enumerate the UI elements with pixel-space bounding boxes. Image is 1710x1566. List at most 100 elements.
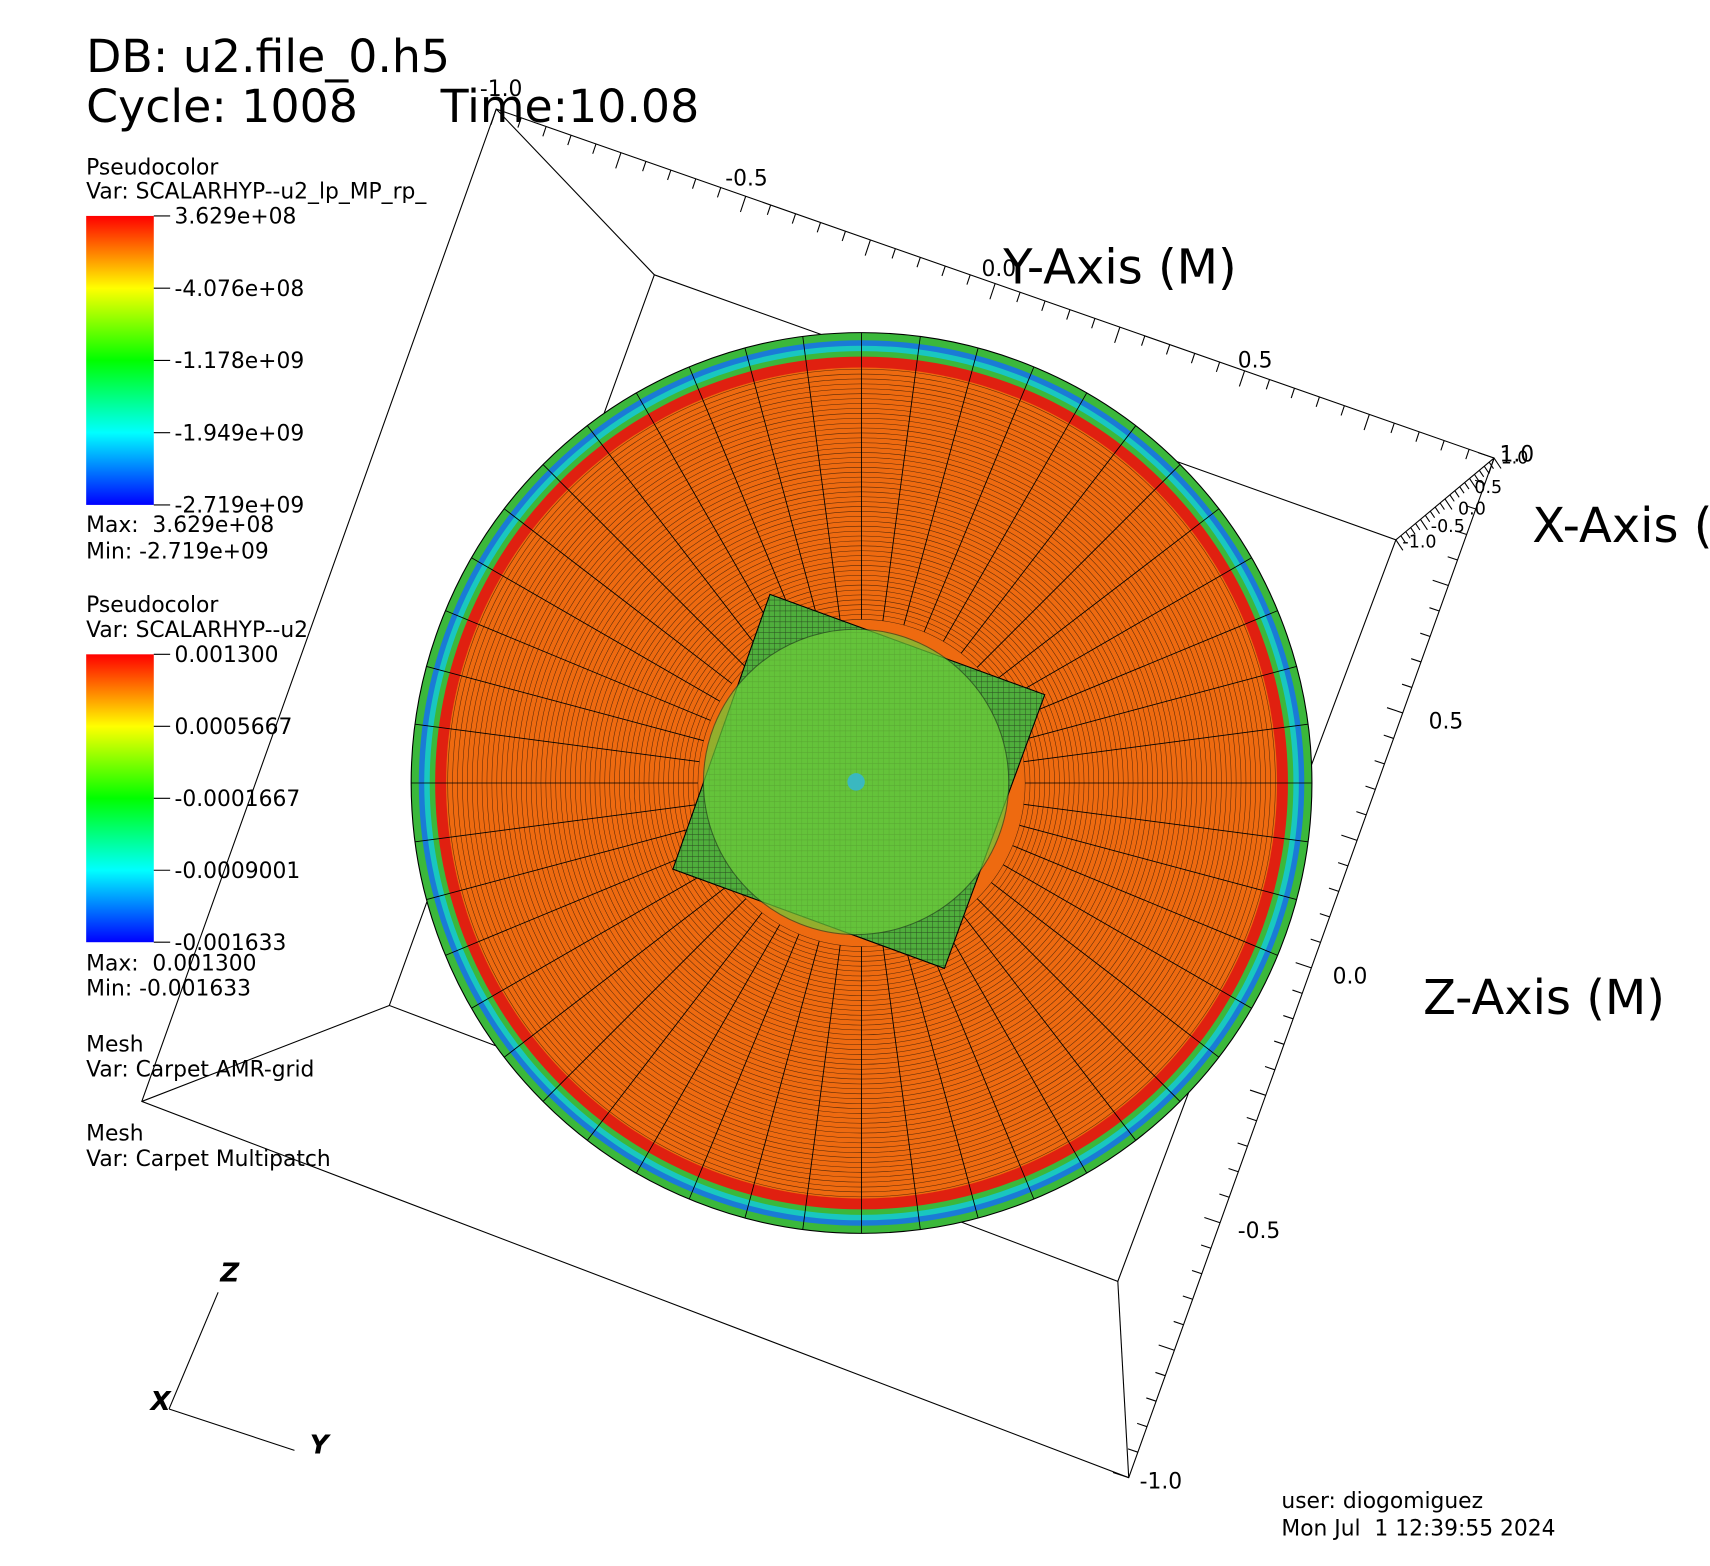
axis-tick bbox=[1315, 396, 1320, 407]
axis-tick bbox=[1112, 1471, 1129, 1479]
axis-tick bbox=[1439, 502, 1445, 510]
axis-tick bbox=[1419, 519, 1428, 531]
axis-tick bbox=[1432, 579, 1449, 586]
axis-tick bbox=[1215, 361, 1221, 373]
colorbar-tick-label: 0.0005667 bbox=[175, 715, 293, 740]
axis-tick bbox=[1264, 1066, 1276, 1071]
colorbar bbox=[86, 215, 154, 505]
axis-tick bbox=[1383, 734, 1394, 739]
axis-tick bbox=[1273, 1040, 1285, 1045]
axis-tick bbox=[1488, 461, 1494, 469]
spoke bbox=[503, 508, 733, 684]
spoke bbox=[942, 924, 1088, 1174]
scene bbox=[141, 108, 1495, 1479]
axis-tick bbox=[1190, 353, 1196, 364]
axis-tick bbox=[716, 187, 722, 198]
axis-tick bbox=[1091, 318, 1096, 329]
axis-tick bbox=[1328, 887, 1339, 892]
axis-tick bbox=[1415, 523, 1421, 531]
db-title: DB: u2.file_0.h5 bbox=[86, 29, 450, 83]
axis-tick bbox=[1474, 479, 1486, 485]
spoke bbox=[744, 347, 820, 626]
axis-tick bbox=[1444, 498, 1453, 510]
axis-tick bbox=[1016, 292, 1021, 303]
box-edge bbox=[495, 108, 655, 276]
center-spot bbox=[847, 773, 865, 791]
spoke bbox=[744, 940, 820, 1219]
spoke bbox=[503, 882, 733, 1058]
axis-tick bbox=[1465, 449, 1470, 460]
spoke bbox=[991, 882, 1220, 1058]
legend-plot: Pseudocolor bbox=[86, 593, 218, 618]
spoke bbox=[414, 723, 700, 763]
axis-tick bbox=[1365, 785, 1376, 790]
x-tick-label: 1.0 bbox=[1501, 448, 1529, 468]
axis-tick bbox=[592, 143, 597, 154]
z-tick-label: -0.5 bbox=[1238, 1219, 1281, 1244]
spoke bbox=[542, 464, 747, 668]
axis-tick bbox=[989, 283, 996, 300]
axis-tick bbox=[1165, 344, 1171, 355]
axis-tick bbox=[1456, 530, 1467, 536]
mesh-var: Var: Carpet AMR-grid bbox=[86, 1057, 314, 1082]
axis-tick bbox=[841, 231, 846, 242]
axis-tick bbox=[1469, 478, 1477, 490]
axis-tick bbox=[1341, 834, 1358, 841]
axis-tick bbox=[1459, 486, 1465, 494]
y-tick-label: 0.5 bbox=[1238, 349, 1273, 374]
x-axis-title: X-Axis ( bbox=[1532, 498, 1710, 554]
spoke bbox=[1002, 557, 1252, 702]
legend-var: Var: SCALARHYP--u2 bbox=[86, 618, 308, 643]
colorbar-tick-label: -1.949e+09 bbox=[175, 421, 305, 446]
box-edge bbox=[141, 1004, 390, 1102]
legend-min: Min: -0.001633 bbox=[86, 977, 251, 1002]
mesh-plot: Mesh bbox=[86, 1122, 143, 1147]
spoke bbox=[976, 464, 1181, 668]
x-tick-label: -0.5 bbox=[1431, 517, 1465, 537]
triad-label: X bbox=[149, 1387, 173, 1417]
axis-tick bbox=[1340, 405, 1345, 416]
spoke bbox=[903, 940, 979, 1219]
spoke bbox=[882, 336, 921, 621]
axis-tick bbox=[1424, 514, 1431, 523]
mesh-plot: Mesh bbox=[86, 1032, 143, 1057]
axis-tick bbox=[816, 222, 822, 233]
axis-tick bbox=[691, 178, 697, 189]
axis-tick bbox=[1465, 505, 1476, 510]
axis-tick bbox=[1066, 309, 1071, 320]
axis-tick bbox=[1390, 422, 1395, 434]
spoke bbox=[923, 933, 1035, 1200]
spoke bbox=[445, 845, 711, 956]
spoke bbox=[942, 392, 1088, 642]
spoke bbox=[426, 824, 704, 900]
y-tick-label: 1.0 bbox=[1500, 442, 1535, 467]
axis-tick bbox=[739, 196, 747, 213]
axis-tick bbox=[1478, 469, 1485, 478]
spoke bbox=[414, 803, 700, 843]
legend-plot: Pseudocolor bbox=[86, 155, 218, 180]
axis-tick bbox=[1228, 1167, 1239, 1173]
axis-tick bbox=[667, 169, 672, 181]
spoke bbox=[960, 425, 1137, 654]
axis-tick bbox=[1200, 1244, 1212, 1249]
axis-tick bbox=[1310, 938, 1321, 943]
colorbar-tick-label: -0.001633 bbox=[175, 931, 287, 956]
axis-tick bbox=[1173, 1320, 1184, 1326]
axis-tick bbox=[916, 257, 921, 268]
axis-tick bbox=[567, 135, 572, 146]
axis-tick bbox=[1182, 1295, 1193, 1300]
axis-tick bbox=[1401, 683, 1413, 688]
cycle: Cycle: 1008 bbox=[86, 79, 358, 133]
z-tick-label: 0.0 bbox=[1333, 965, 1368, 990]
triad-z bbox=[168, 1292, 219, 1410]
triad-label: Y bbox=[310, 1431, 332, 1461]
spoke bbox=[960, 912, 1137, 1141]
spoke bbox=[882, 945, 921, 1230]
axis-tick bbox=[1265, 379, 1271, 390]
axis-tick bbox=[1363, 414, 1370, 431]
colorbar-tick-label: -0.0009001 bbox=[175, 859, 301, 884]
legend-min: Min: -2.719e+09 bbox=[86, 539, 269, 564]
z-axis-title: Z-Axis (M) bbox=[1423, 970, 1665, 1026]
spoke bbox=[923, 366, 1035, 633]
